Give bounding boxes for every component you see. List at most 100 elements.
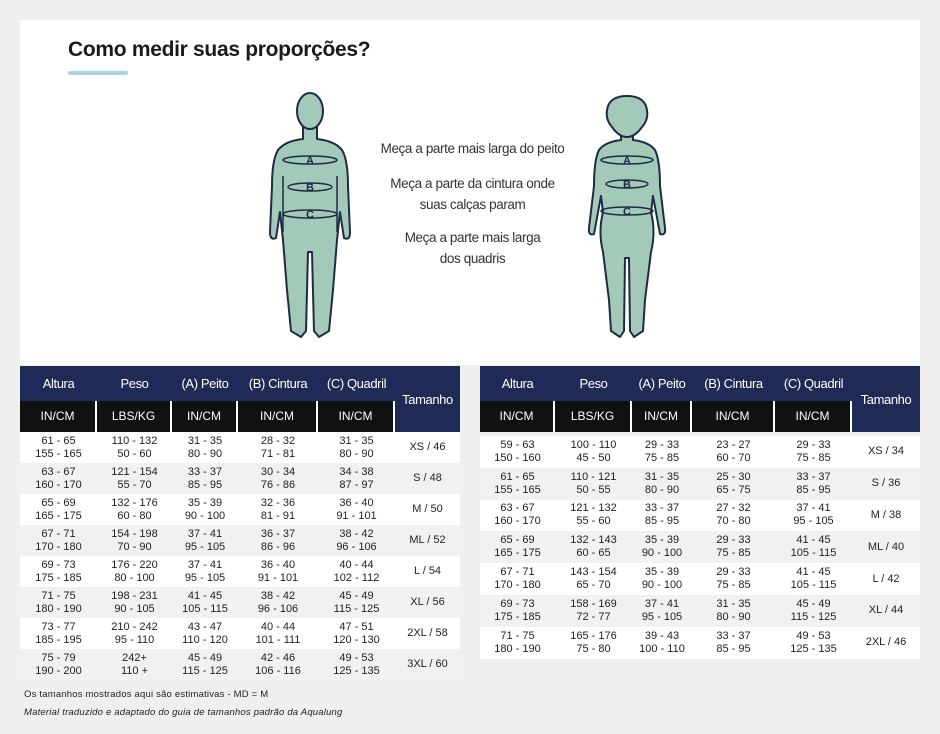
cell-line: 33 - 37 (187, 465, 223, 478)
cell-line: 96 - 106 (257, 602, 299, 615)
cell-line: 80 - 90 (187, 447, 223, 460)
header-cell: (B) Cintura (692, 366, 775, 401)
cell-line: 71 - 81 (260, 447, 296, 460)
cell-line: 143 - 154 (570, 566, 617, 579)
cell-line: 28 - 32 (260, 434, 296, 447)
cell-line: 121 - 154 (111, 465, 158, 478)
cell-line: 67 - 71 (500, 566, 535, 579)
cell-line: 69 - 73 (41, 558, 76, 571)
cell-line: 75 - 85 (716, 547, 751, 560)
cell-line: 63 - 67 (500, 502, 535, 515)
cell-line: 31 - 35 (644, 470, 680, 483)
cell-line: 43 - 47 (187, 620, 223, 633)
table-row (20, 649, 460, 680)
table-row (480, 595, 920, 627)
header-cell: Tamanho (395, 366, 460, 432)
cell-line: 110 + (120, 664, 149, 677)
cell-line: 170 - 180 (35, 540, 82, 553)
size-cell: 2XL / 46 (865, 636, 907, 649)
cell-line: 25 - 30 (716, 470, 751, 483)
table-cell: 43 - 47 110 - 120 (172, 618, 238, 649)
table-cell: 47 - 51 120 - 130 (318, 618, 395, 649)
table-row (20, 587, 460, 618)
label-c: C (306, 209, 314, 221)
cell-line: 80 - 90 (716, 610, 751, 623)
header-cell: Peso (97, 366, 172, 401)
subheader-cell: IN/CM (632, 401, 692, 432)
label-b: B (306, 182, 314, 194)
cell-line: 154 - 198 (111, 527, 158, 540)
header-cell: (C) Quadril (775, 366, 852, 401)
cell-line: 85 - 95 (796, 483, 831, 496)
table-cell: 41 - 45 105 - 115 (775, 531, 852, 563)
table-cell: 37 - 41 95 - 105 (172, 525, 238, 556)
instruction-line: Meça a parte mais larga (404, 230, 541, 245)
table-cell: 45 - 49 115 - 125 (318, 587, 395, 618)
table-cell: 110 - 132 50 - 60 (97, 432, 172, 463)
table-cell: 67 - 71 170 - 180 (480, 563, 555, 595)
cell-line: 55 - 70 (117, 478, 152, 491)
size-cell: ML / 52 (409, 534, 446, 546)
table-row (20, 556, 460, 587)
note: Os tamanhos mostrados aqui são estimativ… (24, 689, 269, 700)
cell-line: 105 - 115 (182, 602, 228, 615)
cell-line: 39 - 43 (644, 629, 680, 642)
cell-line: 120 - 130 (333, 633, 380, 646)
size-cell: S / 48 (413, 472, 442, 484)
cell-line: 40 - 44 (260, 620, 296, 633)
cell-line: 91 - 101 (336, 509, 377, 522)
cell-line: 61 - 65 (41, 434, 76, 447)
table-row (480, 563, 920, 595)
instruction: Meça a parte mais larga do peito (330, 138, 615, 159)
table-cell: 158 - 169 72 - 77 (555, 595, 632, 627)
cell-line: 59 - 63 (500, 438, 535, 451)
cell-line: 33 - 37 (796, 470, 831, 483)
table-cell: 110 - 121 50 - 55 (555, 468, 632, 500)
cell-line: 85 - 95 (644, 515, 680, 528)
cell-line: 37 - 41 (644, 597, 680, 610)
cell-line: 80 - 90 (644, 483, 680, 496)
size-cell: M / 50 (412, 503, 443, 515)
header-cell: Peso (555, 366, 632, 401)
cell-line: 34 - 38 (339, 465, 374, 478)
cell-line: 90 - 100 (184, 509, 226, 522)
cell-line: 60 - 80 (117, 509, 152, 522)
cell-line: 175 - 185 (35, 571, 82, 584)
cell-line: 110 - 132 (111, 434, 158, 447)
size-cell: 3XL / 60 (407, 658, 448, 670)
cell-line: 76 - 86 (260, 478, 296, 491)
table-cell: 63 - 67 160 - 170 (480, 500, 555, 532)
cell-line: 95 - 110 (114, 633, 155, 646)
table-cell: 176 - 220 80 - 100 (97, 556, 172, 587)
table-cell: 69 - 73 175 - 185 (480, 595, 555, 627)
subheader-cell: IN/CM (692, 401, 775, 432)
cell-line: 29 - 33 (716, 534, 751, 547)
subheader-cell: LBS/KG (555, 401, 632, 432)
table-cell: 42 - 46 106 - 116 (238, 649, 318, 680)
cell-line: 125 - 135 (333, 664, 380, 677)
table-cell: 35 - 39 90 - 100 (632, 531, 692, 563)
table-row (20, 618, 460, 649)
header-cell: Tamanho (852, 366, 920, 432)
cell-line: 37 - 41 (187, 527, 223, 540)
cell-line: 85 - 95 (716, 642, 751, 655)
cell-line: 40 - 44 (339, 558, 374, 571)
size-cell: XS / 34 (867, 445, 905, 458)
cell-line: 115 - 125 (790, 610, 837, 623)
cell-line: 36 - 40 (339, 496, 374, 509)
cell-line: 31 - 35 (339, 434, 374, 447)
cell-line: 75 - 85 (796, 451, 831, 464)
cell-line: 65 - 69 (41, 496, 76, 509)
table-cell: 38 - 42 96 - 106 (318, 525, 395, 556)
table-cell: 132 - 176 60 - 80 (97, 494, 172, 525)
table-cell: 37 - 41 95 - 105 (172, 556, 238, 587)
cell-line: 125 - 135 (790, 642, 837, 655)
table-cell: 36 - 40 91 - 101 (318, 494, 395, 525)
table-cell: 30 - 34 76 - 86 (238, 463, 318, 494)
cell-line: 185 - 195 (35, 633, 82, 646)
table-cell: 71 - 75 180 - 190 (480, 627, 555, 659)
cell-line: 45 - 49 (339, 589, 374, 602)
table-cell: 61 - 65 155 - 165 (480, 468, 555, 500)
header-cell: (A) Peito (632, 366, 692, 401)
